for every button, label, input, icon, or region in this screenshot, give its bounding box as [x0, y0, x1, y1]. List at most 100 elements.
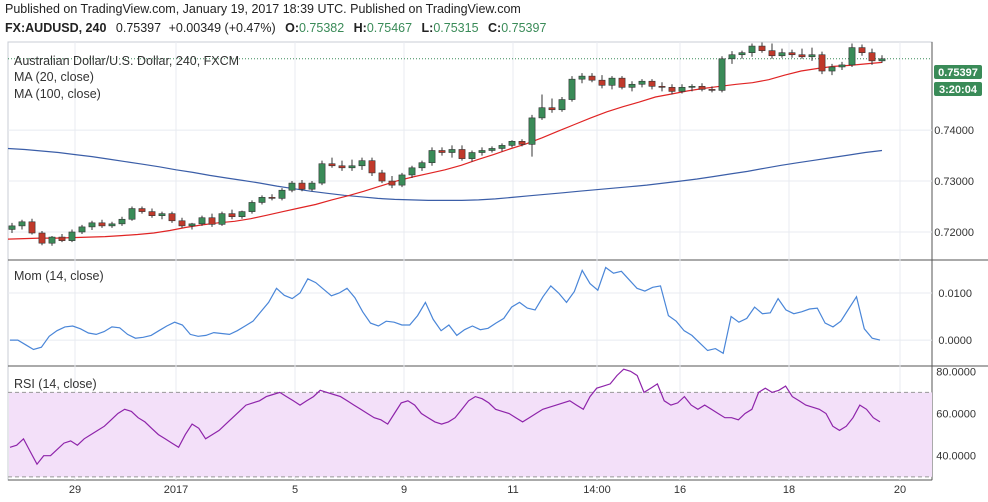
candle-body — [878, 58, 886, 62]
candle-body — [868, 52, 876, 62]
candle-body — [158, 213, 166, 216]
candle-body — [218, 213, 226, 225]
last-price: 0.75397 — [115, 21, 162, 35]
candle-body — [828, 66, 836, 72]
candle-body — [298, 182, 306, 190]
candle-body — [408, 167, 416, 176]
low-value: 0.75315 — [433, 21, 479, 35]
candle-body — [688, 86, 696, 88]
candle-body — [848, 47, 856, 66]
candle-body — [198, 217, 206, 225]
rsi-pane-title: RSI (14, close) — [14, 377, 97, 391]
candle-body — [338, 165, 346, 169]
candle-body — [308, 182, 316, 190]
x-tick-label: 11 — [507, 484, 518, 496]
open-value: 0.75382 — [298, 21, 345, 35]
momentum-line — [10, 266, 881, 355]
high-value: 0.75467 — [366, 21, 413, 35]
candle-body — [588, 75, 596, 81]
rsi-y-tick-label: 60.0000 — [936, 409, 976, 421]
candle-body — [728, 54, 736, 60]
candle-body — [798, 54, 806, 58]
candle-body — [48, 236, 56, 244]
x-tick-label: 2017 — [164, 484, 188, 496]
high-label: H: — [353, 21, 367, 35]
candle-body — [228, 213, 236, 218]
candle-body — [18, 221, 26, 227]
publish-line: Published on TradingView.com, January 19… — [5, 2, 521, 16]
close-value: 0.75397 — [501, 21, 547, 35]
candle-body — [468, 152, 476, 159]
price-pane-title: Australian Dollar/U.S. Dollar, 240, FXCM — [14, 54, 239, 68]
countdown-badge-label: 3:20:04 — [939, 84, 978, 96]
rsi-y-tick-label: 40.0000 — [936, 451, 976, 463]
candle-body — [398, 174, 406, 186]
candle-body — [38, 232, 46, 244]
candle-body — [178, 220, 186, 227]
candle-body — [258, 197, 266, 203]
candle-body — [628, 83, 636, 88]
candle-body — [438, 150, 446, 153]
candle-body — [718, 58, 726, 91]
open-label: O: — [285, 21, 299, 35]
low-label: L: — [421, 21, 434, 35]
price-y-tick-label: 0.73000 — [934, 176, 974, 188]
candle-body — [748, 45, 756, 53]
candle-body — [118, 218, 126, 225]
candle-body — [138, 208, 146, 212]
ma100-legend: MA (100, close) — [14, 87, 101, 101]
candle-body — [248, 202, 256, 212]
candle-body — [528, 117, 536, 145]
close-label: C: — [488, 21, 502, 35]
candle-body — [268, 197, 276, 199]
candle-body — [808, 54, 816, 58]
candle-body — [28, 221, 36, 234]
last-price-badge — [934, 65, 982, 79]
rsi-band — [9, 392, 932, 477]
price-change: +0.00349 (+0.47%) — [168, 21, 276, 35]
candle-body — [598, 79, 606, 86]
candle-body — [518, 141, 526, 145]
candle-body — [648, 80, 656, 87]
candle-body — [538, 107, 546, 119]
candle-body — [278, 189, 286, 199]
candle-body — [108, 223, 116, 227]
candle-body — [458, 149, 466, 159]
ma20-line — [7, 61, 883, 240]
price-pane-frame — [7, 41, 933, 261]
candle-body — [188, 223, 196, 227]
candle-body — [608, 77, 616, 86]
x-tick-label: 29 — [69, 484, 81, 496]
candle-body — [128, 208, 136, 220]
x-tick-label: 14:00 — [583, 484, 611, 496]
last-price-badge-label: 0.75397 — [938, 67, 978, 79]
rsi-line — [9, 368, 881, 466]
mom-y-tick-label: 0.0000 — [938, 335, 972, 347]
candle-body — [98, 222, 106, 227]
candle-body — [78, 226, 86, 233]
symbol-line: FX:AUDUSD, 240 0.75397 +0.00349 (+0.47%)… — [5, 21, 546, 35]
candle-body — [788, 52, 796, 56]
x-tick-label: 5 — [292, 484, 298, 496]
price-y-tick-label: 0.74000 — [934, 125, 974, 137]
candle-body — [758, 45, 766, 51]
candle-body — [498, 145, 506, 149]
candle-body — [358, 160, 366, 167]
candle-body — [148, 211, 156, 216]
x-tick-label: 20 — [894, 484, 906, 496]
candle-body — [168, 213, 176, 222]
symbol-label: FX:AUDUSD, 240 — [5, 21, 107, 35]
candle-body — [288, 182, 296, 191]
countdown-badge — [934, 82, 982, 96]
x-tick-label: 16 — [674, 484, 686, 496]
candle-body — [558, 99, 566, 111]
candle-body — [388, 180, 396, 186]
candle-body — [8, 225, 16, 230]
candle-body — [658, 86, 666, 88]
candle-body — [428, 150, 436, 164]
candle-body — [368, 160, 376, 174]
candle-body — [768, 50, 776, 57]
mom-pane-title: Mom (14, close) — [14, 269, 104, 283]
candle-body — [858, 47, 866, 53]
